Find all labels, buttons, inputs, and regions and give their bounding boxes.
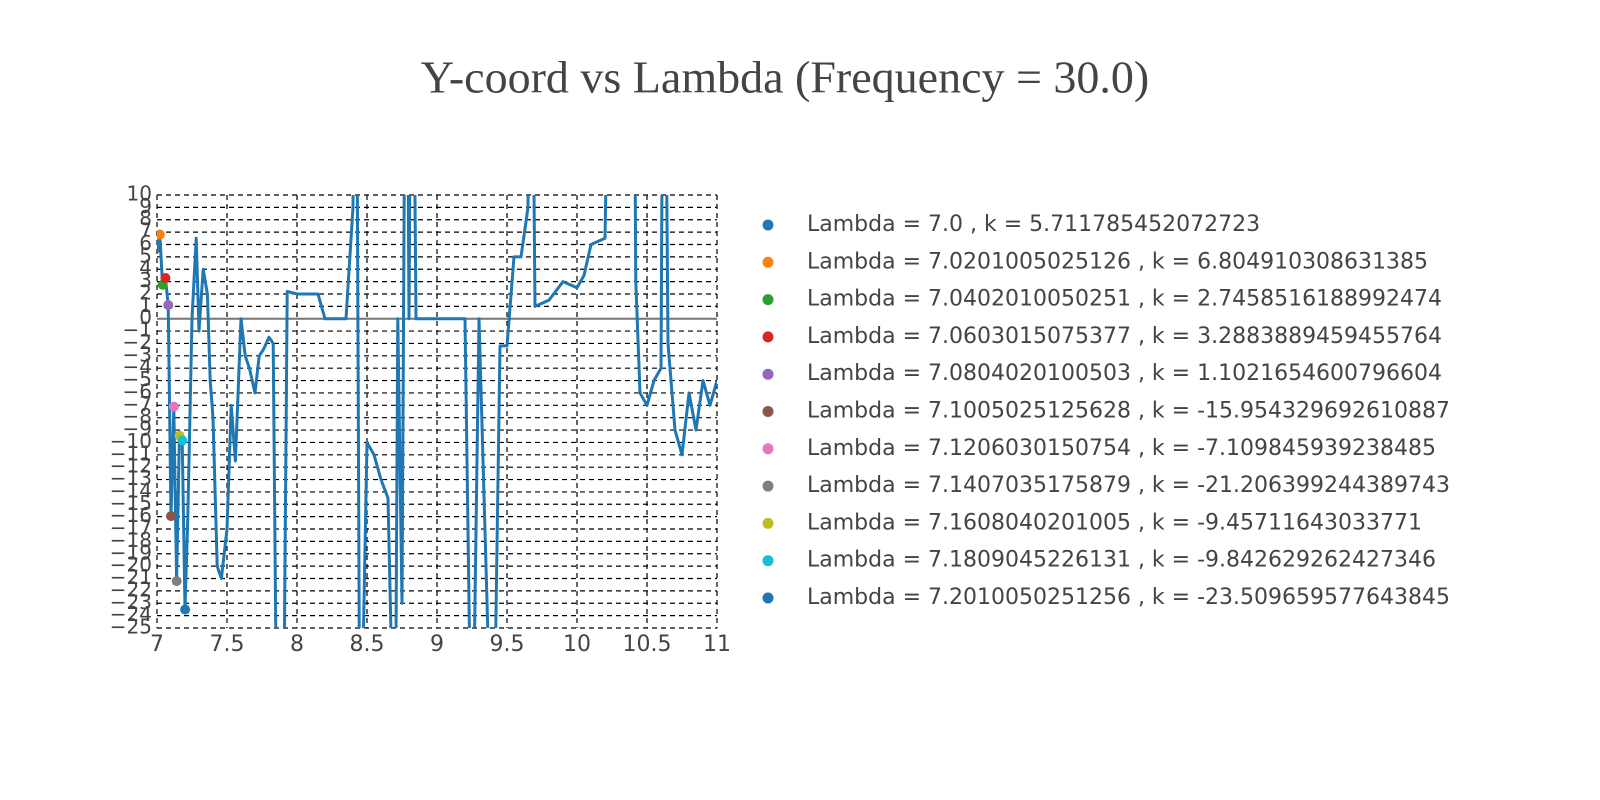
legend-item[interactable]: Lambda = 7.2010050251256 , k = -23.50965… [762,585,1450,610]
data-point [166,511,177,522]
y-tick-label: 0 [139,305,152,329]
legend-swatch [762,592,774,604]
y-tick-label: −18 [110,528,152,552]
x-tick-label: 10.5 [623,632,672,657]
legend-label: Lambda = 7.1407035175879 , k = -21.20639… [807,473,1450,498]
y-tick-label: 3 [139,268,152,292]
y-tick-label: −11 [110,441,152,465]
legend-label: Lambda = 7.0402010050251 , k = 2.7458516… [807,287,1442,312]
legend-label: Lambda = 7.1206030150754 , k = -7.109845… [807,436,1436,461]
x-tick-label: 8 [290,632,304,657]
x-tick-label: 11 [703,632,731,657]
legend-label: Lambda = 7.1809045226131 , k = -9.842629… [807,548,1436,573]
y-tick-label: 1 [139,293,152,317]
y-tick-label: 9 [139,194,152,218]
y-tick-label: −6 [123,379,152,403]
y-tick-label: −14 [110,478,152,502]
y-tick-label: −21 [110,565,152,589]
legend-item[interactable]: Lambda = 7.1005025125628 , k = -15.95432… [762,399,1450,424]
chart-title: Y-coord vs Lambda (Frequency = 30.0) [421,52,1150,103]
y-tick-label: 2 [139,280,152,304]
legend-item[interactable]: Lambda = 7.0402010050251 , k = 2.7458516… [762,287,1443,312]
data-point [160,273,171,284]
y-tick-label: −4 [123,355,152,379]
y-tick-label: −8 [123,404,152,428]
legend-swatch [762,219,774,231]
legend-label: Lambda = 7.0201005025126 , k = 6.8049103… [807,249,1428,274]
legend: Lambda = 7.0 , k = 5.711785452072723 Lamb… [762,212,1450,610]
x-tick-label: 9 [430,632,444,657]
legend-item[interactable]: Lambda = 7.0 , k = 5.711785452072723 [762,212,1261,237]
legend-item[interactable]: Lambda = 7.1809045226131 , k = -9.842629… [762,548,1436,573]
y-tick-label: 8 [139,206,152,230]
y-tick-label: −7 [123,392,152,416]
grid [156,194,718,629]
legend-item[interactable]: Lambda = 7.1608040201005 , k = -9.457116… [762,510,1422,535]
y-tick-label: −16 [110,503,152,527]
data-point [157,229,165,240]
y-tick-label: −22 [110,577,152,601]
legend-label: Lambda = 7.0 , k = 5.711785452072723 [807,212,1260,237]
data-point [157,243,162,254]
data-point [177,435,188,446]
legend-swatch [762,331,774,343]
y-tick-label: −20 [110,553,152,577]
y-tick-label: 10 [127,182,152,206]
y-tick-label: 4 [139,256,152,280]
legend-item[interactable]: Lambda = 7.1407035175879 , k = -21.20639… [762,473,1450,498]
y-tick-label: −3 [123,342,152,366]
y-tick-label: −19 [110,540,152,564]
y-tick-label: −13 [110,466,152,490]
legend-label: Lambda = 7.0603015075377 , k = 3.2883889… [807,324,1442,349]
legend-swatch [762,443,774,455]
y-tick-label: 5 [139,243,152,267]
legend-item[interactable]: Lambda = 7.0603015075377 , k = 3.2883889… [762,324,1443,349]
x-tick-label: 7 [150,632,164,657]
data-point [168,401,179,412]
legend-swatch [762,480,774,492]
data-point [180,604,191,615]
data-point [163,300,174,311]
legend-item[interactable]: Lambda = 7.0804020100503 , k = 1.1021654… [762,361,1443,386]
y-tick-label: 6 [139,231,152,255]
legend-swatch [762,406,774,417]
x-tick-label: 8.5 [350,632,385,657]
legend-swatch [762,294,774,306]
y-tick-label: −23 [110,590,152,614]
legend-item[interactable]: Lambda = 7.1206030150754 , k = -7.109845… [762,436,1436,461]
legend-swatch [762,368,774,380]
y-tick-label: −25 [110,615,152,639]
y-tick-label: −9 [123,417,152,441]
y-tick-label: −24 [110,602,152,626]
legend-item[interactable]: Lambda = 7.0201005025126 , k = 6.8049103… [762,249,1429,274]
axes: 109876543210−1−2−3−4−5−6−7−8−9−10−11−12−… [110,182,731,658]
y-tick-label: −2 [123,330,152,354]
legend-label: Lambda = 7.1608040201005 , k = -9.457116… [807,510,1422,535]
legend-label: Lambda = 7.0804020100503 , k = 1.1021654… [807,361,1442,386]
data-point [171,576,182,587]
y-tick-label: −5 [123,367,152,391]
y-tick-label: −12 [110,454,152,478]
x-tick-label: 7.5 [210,632,245,657]
y-tick-label: −1 [123,318,152,342]
legend-swatch [762,517,774,529]
y-tick-label: 7 [139,219,152,243]
y-tick-label: −15 [110,491,152,515]
legend-swatch [762,256,774,268]
x-tick-label: 10 [563,632,591,657]
legend-swatch [762,555,774,567]
legend-label: Lambda = 7.2010050251256 , k = -23.50965… [807,585,1450,610]
y-tick-label: −17 [110,516,152,540]
y-tick-label: −10 [110,429,152,453]
plot-area [157,195,717,628]
legend-label: Lambda = 7.1005025125628 , k = -15.95432… [807,399,1450,424]
series-line [157,195,717,628]
x-tick-label: 9.5 [490,632,525,657]
